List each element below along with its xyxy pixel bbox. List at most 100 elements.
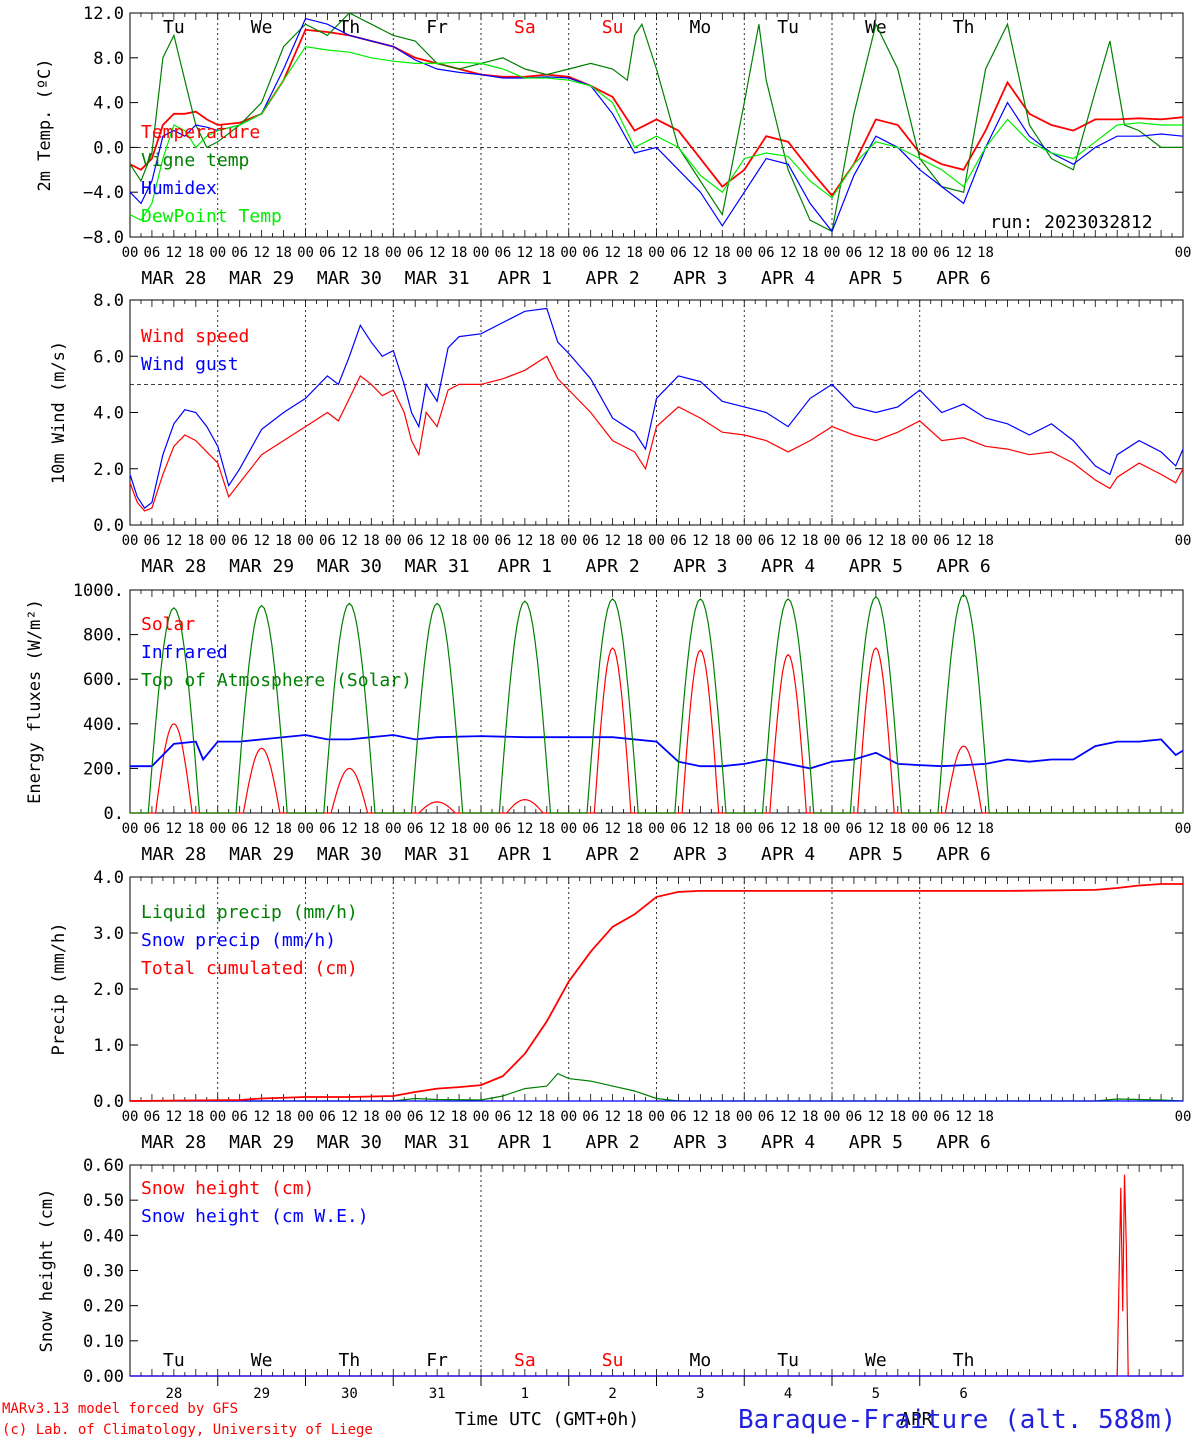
hour-tick-label: 06 (144, 245, 161, 261)
hour-tick-label: 18 (889, 533, 906, 549)
day-of-week-label: Fr (426, 1350, 448, 1371)
hour-tick-label: 06 (144, 1109, 161, 1125)
y-tick-label: 0.50 (83, 1191, 124, 1211)
series-line (130, 1072, 1184, 1102)
hour-tick-label: 12 (516, 1109, 533, 1125)
hour-tick-label: 00 (209, 533, 226, 549)
hour-tick-label: 12 (253, 533, 270, 549)
hour-tick-label: 06 (758, 533, 775, 549)
day-of-week-label: Tu (777, 17, 799, 38)
hour-tick-label: 06 (407, 245, 424, 261)
hour-tick-label: 00 (824, 821, 841, 837)
hour-tick-label: 18 (977, 533, 994, 549)
hour-tick-label: 06 (495, 533, 512, 549)
day-of-week-label: Th (953, 1350, 975, 1371)
series-line (129, 307, 1184, 509)
hour-tick-label: 06 (231, 1109, 248, 1125)
hour-tick-label: 12 (341, 1109, 358, 1125)
date-label: MAR 28 (141, 556, 206, 577)
date-label: APR 2 (586, 556, 640, 577)
hour-tick-label: 12 (692, 245, 709, 261)
date-label: APR 4 (761, 1132, 815, 1153)
hour-tick-label: 18 (802, 533, 819, 549)
hour-tick-label: 06 (670, 533, 687, 549)
hour-tick-label: 00 (736, 1109, 753, 1125)
y-tick-label: 0.0 (93, 516, 124, 536)
hour-tick-label: 06 (846, 1109, 863, 1125)
date-label: MAR 30 (317, 556, 382, 577)
hour-tick-label: 18 (977, 821, 994, 837)
panel-temp: 12.0 8.0 4.0 0.0 −4.0 −8.0 2m Temp. (ºC) Tu We Th… (35, 4, 1191, 289)
date-label: APR 4 (761, 556, 815, 577)
hour-tick-label: 00 (911, 1109, 928, 1125)
hour-tick-label: 12 (692, 1109, 709, 1125)
hour-tick-label: 18 (714, 821, 731, 837)
hour-tick-label: 06 (582, 821, 599, 837)
hour-tick-label: 00 (122, 533, 139, 549)
date-label: MAR 28 (141, 844, 206, 865)
hour-tick-label: 18 (538, 1109, 555, 1125)
series-line (129, 45, 1183, 221)
y-tick-label: 0.40 (83, 1226, 124, 1246)
hour-tick-label: 12 (867, 821, 884, 837)
date-label: APR 1 (498, 1132, 552, 1153)
date-label: MAR 29 (229, 1132, 294, 1153)
hour-tick-label: 00 (824, 245, 841, 261)
hour-tick-label: 12 (955, 821, 972, 837)
date-number-label: 29 (253, 1386, 270, 1402)
hour-tick-label: 18 (275, 533, 292, 549)
hour-tick-label: 18 (363, 1109, 380, 1125)
hour-tick-label: 12 (253, 245, 270, 261)
hour-tick-label: 06 (407, 1109, 424, 1125)
hour-tick-label: 06 (319, 533, 336, 549)
hour-tick-label: 12 (604, 245, 621, 261)
hour-tick-label: 12 (341, 821, 358, 837)
hour-tick-label: 18 (451, 533, 468, 549)
y-tick-label: 800. (83, 626, 124, 646)
day-of-week-label: Su (602, 1350, 624, 1371)
hour-tick-label: 00 (209, 821, 226, 837)
hour-tick-label: 18 (626, 533, 643, 549)
hour-tick-label: 18 (187, 1109, 204, 1125)
date-number-label: 5 (872, 1386, 880, 1402)
hour-tick-label: 18 (714, 533, 731, 549)
hour-tick-label: 06 (758, 821, 775, 837)
hour-tick-label: 00 (648, 1109, 665, 1125)
hour-tick-label: 06 (495, 821, 512, 837)
hour-tick-label: 00 (209, 1109, 226, 1125)
y-tick-label: −8.0 (83, 228, 124, 248)
hour-tick-label: 12 (780, 533, 797, 549)
hour-tick-label: 18 (538, 245, 555, 261)
hour-tick-label: 00 (1175, 533, 1192, 549)
hour-tick-label: 00 (911, 245, 928, 261)
hour-tick-label: 12 (253, 1109, 270, 1125)
hour-tick-label: 12 (429, 245, 446, 261)
y-tick-label: 0. (104, 804, 124, 824)
hour-tick-label: 06 (144, 821, 161, 837)
hour-tick-label: 00 (297, 821, 314, 837)
legend-entry: Wind gust (141, 354, 239, 375)
date-label: APR 3 (673, 556, 727, 577)
day-of-week-label: We (251, 17, 273, 38)
date-label: APR 2 (586, 1132, 640, 1153)
day-of-week-label: We (251, 1350, 273, 1371)
y-tick-label: 400. (83, 715, 124, 735)
hour-tick-label: 06 (319, 245, 336, 261)
hour-tick-label: 18 (977, 1109, 994, 1125)
hour-tick-label: 00 (648, 245, 665, 261)
hour-tick-label: 12 (429, 1109, 446, 1125)
day-of-week-label: We (865, 1350, 887, 1371)
legend-entry: Snow height (cm) (141, 1178, 314, 1199)
hour-tick-label: 06 (933, 533, 950, 549)
hour-tick-label: 18 (275, 821, 292, 837)
y-tick-label: 2.0 (93, 980, 124, 1000)
date-label: APR 6 (937, 556, 991, 577)
hour-tick-label: 18 (538, 821, 555, 837)
y-tick-label: 0.60 (83, 1156, 124, 1176)
series-line (130, 1174, 1183, 1377)
date-label: MAR 29 (229, 556, 294, 577)
day-of-week-label: Su (602, 17, 624, 38)
hour-tick-label: 12 (867, 245, 884, 261)
y-tick-label: 4.0 (93, 404, 124, 424)
